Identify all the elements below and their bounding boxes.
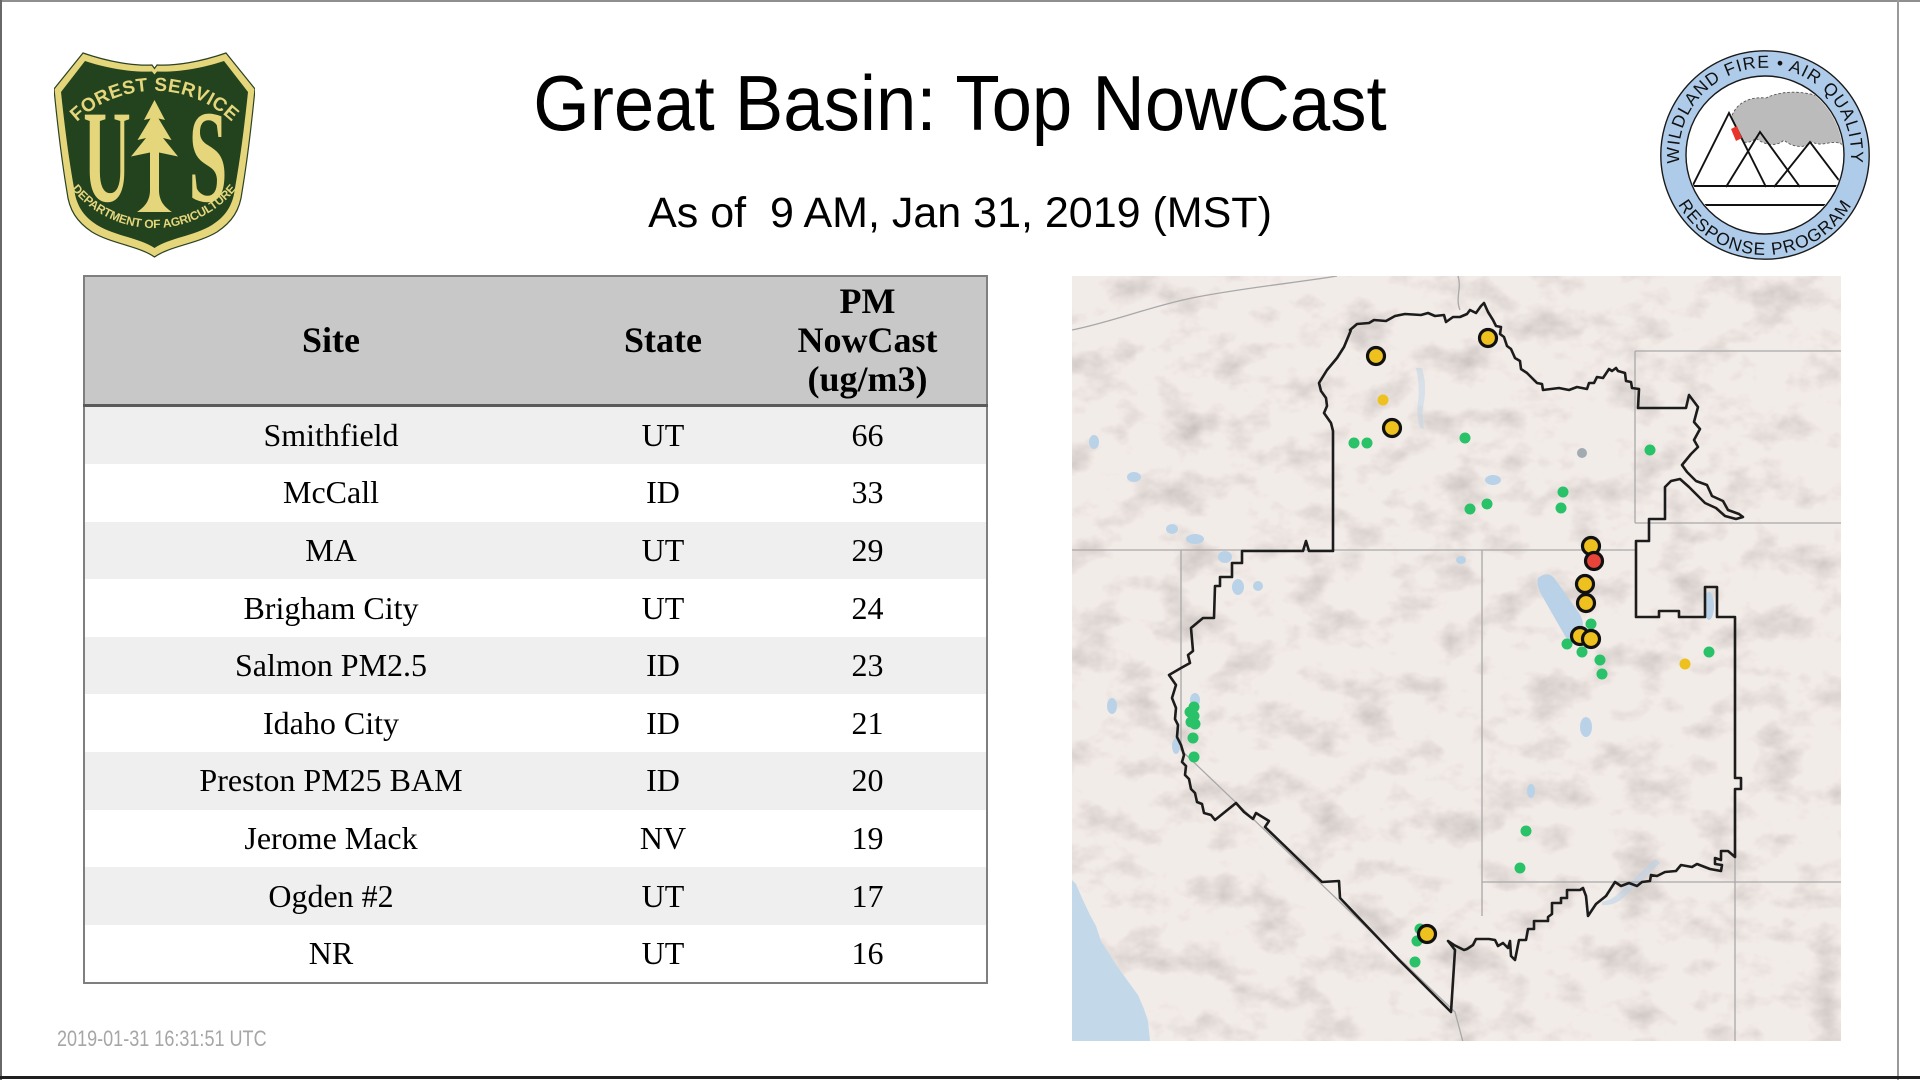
svg-text:U: U [83, 83, 131, 230]
svg-text:S: S [189, 84, 228, 230]
